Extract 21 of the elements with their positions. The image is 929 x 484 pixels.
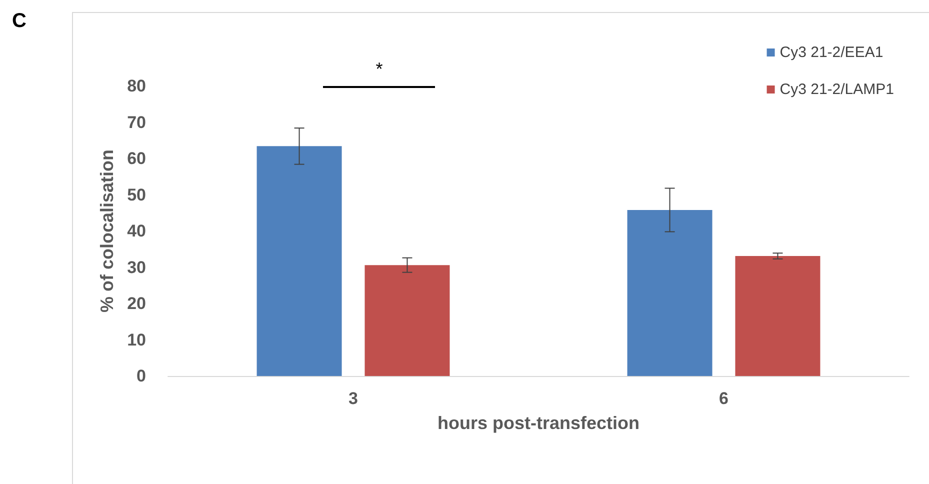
y-tick-label: 30 (127, 258, 146, 277)
bar (627, 210, 712, 376)
x-axis-title: hours post-transfection (437, 413, 640, 433)
y-tick-label: 0 (136, 366, 146, 386)
y-tick-label: 70 (127, 112, 146, 132)
legend-label: Cy3 21-2/LAMP1 (780, 81, 894, 98)
y-tick-label: 20 (127, 294, 146, 313)
bar (364, 265, 450, 376)
text: * (374, 58, 384, 80)
y-tick-label: 40 (127, 222, 146, 240)
y-tick-label: 60 (127, 149, 146, 168)
y-tick-label: 80 (127, 76, 146, 96)
y-axis-title: % of colocalisation (97, 149, 118, 313)
y-tick-label: 50 (127, 185, 146, 204)
x-tick-label: 6 (719, 389, 728, 408)
bar (735, 256, 820, 376)
legend-label: Cy3 21-2/EEA1 (780, 44, 884, 61)
text: C (12, 10, 26, 33)
x-tick-label: 3 (348, 389, 358, 408)
bar (256, 146, 342, 376)
y-tick-label: 10 (127, 330, 146, 350)
